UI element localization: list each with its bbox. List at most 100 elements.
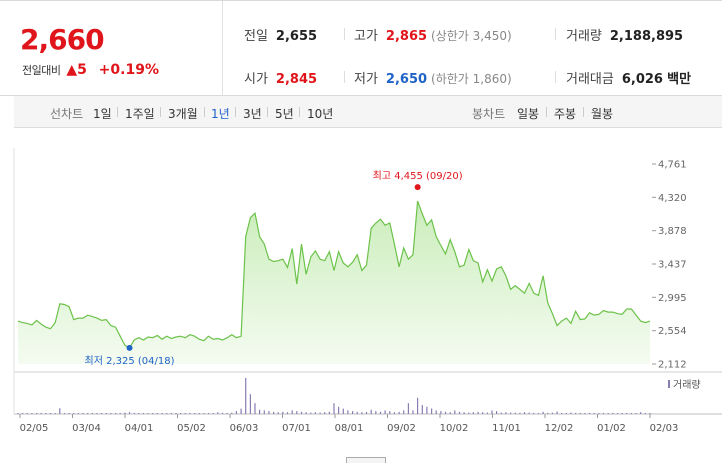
volume-bar bbox=[45, 413, 47, 414]
volume-bar bbox=[635, 413, 637, 414]
volume-bar bbox=[449, 412, 451, 414]
volume-bar bbox=[254, 403, 256, 414]
volume-bar bbox=[556, 411, 558, 414]
divider bbox=[555, 71, 556, 83]
volume-bar bbox=[115, 412, 117, 414]
volume-bar bbox=[458, 411, 461, 414]
y-tick-label: 3,878 bbox=[658, 226, 687, 237]
open-stat: 시가 2,845 bbox=[244, 68, 317, 87]
chart-scroll-handle[interactable] bbox=[346, 457, 386, 463]
candle-daily-button[interactable]: 일봉 bbox=[517, 107, 540, 121]
period-3y-button[interactable]: 3년 bbox=[243, 107, 262, 121]
volume-bar bbox=[607, 413, 609, 414]
volume-bar bbox=[361, 412, 363, 414]
volume-bar bbox=[31, 413, 33, 414]
high-stat: 고가 2,865 (상한가 3,450) bbox=[354, 25, 512, 44]
volume-bar bbox=[147, 413, 149, 414]
volume-bar bbox=[547, 412, 549, 414]
period-1d-button[interactable]: 1일 bbox=[93, 107, 112, 121]
volume-bar bbox=[128, 412, 131, 414]
period-1y-button[interactable]: 1년 bbox=[211, 107, 230, 121]
volume-bar bbox=[207, 413, 210, 414]
volume-bar bbox=[119, 413, 121, 414]
volume-bar bbox=[291, 410, 293, 414]
x-tick-label: 04/01 bbox=[125, 423, 154, 434]
volume-bar bbox=[203, 413, 205, 414]
volume-bar bbox=[426, 406, 428, 414]
volume-bar bbox=[444, 411, 447, 414]
volume-bar bbox=[319, 412, 321, 414]
volume-bar bbox=[496, 411, 498, 414]
volume-bar bbox=[542, 411, 544, 414]
volume-bar bbox=[221, 412, 224, 414]
volume-bar bbox=[510, 412, 512, 414]
volume-bar bbox=[440, 411, 442, 414]
period-10y-button[interactable]: 10년 bbox=[307, 107, 334, 121]
price-line bbox=[17, 200, 651, 349]
volume-bar bbox=[644, 413, 646, 414]
price-summary-panel: 2,660 전일대비 ▲5 +0.19% 전일 2,655 고가 2,865 (상한가… bbox=[0, 0, 722, 96]
period-1w-button[interactable]: 1주일 bbox=[125, 107, 155, 121]
change-value: 5 bbox=[77, 62, 87, 78]
volume-bar bbox=[91, 413, 93, 414]
volume-bar bbox=[68, 412, 70, 414]
volume-bar bbox=[579, 412, 581, 414]
divider bbox=[160, 107, 161, 117]
lower-limit: (하한가 1,860) bbox=[431, 72, 512, 86]
volume-bar bbox=[537, 413, 540, 414]
current-price: 2,660 bbox=[20, 23, 105, 56]
price-change: 전일대비 ▲5 +0.19% bbox=[22, 62, 159, 78]
candle-chart-label: 봉차트 bbox=[472, 107, 506, 121]
volume-bar bbox=[626, 412, 628, 414]
x-tick-label: 10/02 bbox=[440, 423, 469, 434]
volume-bar bbox=[472, 412, 474, 414]
period-3m-button[interactable]: 3개월 bbox=[168, 107, 198, 121]
candle-weekly-button[interactable]: 주봉 bbox=[554, 107, 577, 121]
volume-bar bbox=[565, 413, 567, 414]
volume-bar bbox=[356, 411, 358, 414]
change-percent: +0.19% bbox=[98, 62, 159, 78]
volume-bar bbox=[347, 410, 349, 414]
prev-close-label: 전일 bbox=[244, 29, 268, 44]
volume-chart: 거래량 bbox=[17, 378, 701, 414]
low-label: 저가 bbox=[354, 72, 378, 87]
x-tick-label: 06/03 bbox=[230, 423, 259, 434]
volume-bar bbox=[77, 413, 79, 414]
volume-bar bbox=[500, 412, 502, 414]
volume-bar bbox=[570, 412, 572, 414]
volume-bar bbox=[375, 411, 377, 414]
volume-legend-icon bbox=[668, 380, 670, 388]
volume-bar bbox=[435, 410, 437, 414]
prev-close-value: 2,655 bbox=[275, 29, 318, 44]
volume-bar bbox=[17, 413, 19, 414]
volume-bar bbox=[649, 413, 651, 414]
volume-bar bbox=[268, 411, 270, 414]
volume-bar bbox=[417, 397, 419, 414]
prev-close-stat: 전일 2,655 bbox=[244, 25, 317, 44]
amount-value: 6,026 bbox=[621, 72, 663, 87]
volume-bar bbox=[561, 412, 563, 414]
volume-bar bbox=[365, 411, 368, 414]
low-stat: 저가 2,650 (하한가 1,860) bbox=[354, 68, 512, 87]
volume-bar bbox=[273, 411, 275, 414]
volume-bar bbox=[514, 412, 516, 414]
volume-bar bbox=[231, 412, 233, 414]
y-tick-label: 2,112 bbox=[658, 360, 687, 371]
volume-bar bbox=[421, 405, 423, 414]
divider bbox=[583, 107, 584, 117]
amount-label: 거래대금 bbox=[566, 72, 614, 87]
candle-monthly-button[interactable]: 월봉 bbox=[591, 107, 614, 121]
low-marker bbox=[126, 344, 133, 351]
volume-bar bbox=[389, 411, 391, 414]
x-tick-label: 01/02 bbox=[597, 423, 626, 434]
period-5y-button[interactable]: 5년 bbox=[275, 107, 294, 121]
volume-bar bbox=[463, 412, 465, 414]
volume-bar bbox=[110, 413, 112, 414]
x-tick-label: 05/02 bbox=[177, 423, 206, 434]
volume-bar bbox=[612, 412, 614, 414]
amount-unit: 백만 bbox=[667, 72, 692, 87]
volume-bar bbox=[245, 378, 247, 414]
y-axis: 4,761 4,320 3,878 3,437 2,995 2,554 2,112 bbox=[652, 160, 687, 371]
volume-bar bbox=[226, 413, 228, 414]
volume-bar bbox=[152, 413, 154, 414]
